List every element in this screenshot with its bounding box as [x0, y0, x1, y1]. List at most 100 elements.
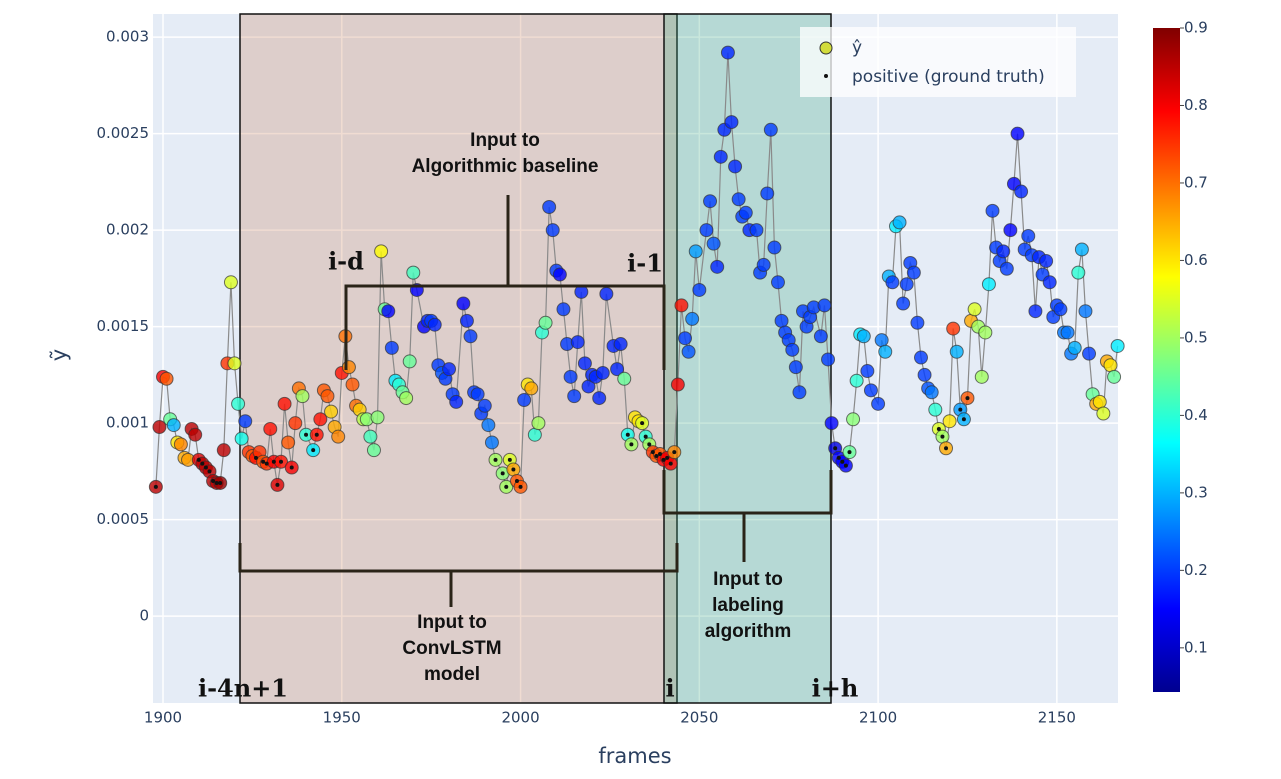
point — [1039, 254, 1054, 269]
annotation: Input to — [713, 569, 783, 590]
positive-point — [944, 446, 949, 451]
point — [1078, 304, 1093, 319]
x-tick-label: 2100 — [859, 709, 897, 727]
bracket — [344, 195, 666, 370]
point — [985, 203, 1000, 218]
positive-point — [668, 461, 673, 466]
positive-point — [261, 459, 266, 464]
point — [713, 149, 728, 164]
point — [1014, 184, 1029, 199]
point — [1074, 242, 1089, 257]
point — [1082, 346, 1097, 361]
positive-point — [672, 450, 677, 455]
point — [173, 437, 188, 452]
point — [542, 199, 557, 214]
point — [263, 421, 278, 436]
point — [1107, 369, 1122, 384]
index-label: i-1 — [627, 249, 663, 278]
positive-point — [211, 479, 216, 484]
positive-point — [958, 407, 963, 412]
point — [821, 352, 836, 367]
point — [517, 392, 532, 407]
point — [331, 429, 346, 444]
point — [1003, 223, 1018, 238]
colorbar-tick-label: 0.7 — [1184, 173, 1208, 191]
point — [470, 387, 485, 402]
positive-point — [214, 480, 219, 485]
positive-point — [843, 463, 848, 468]
point — [892, 215, 907, 230]
point — [1103, 358, 1118, 373]
positive-point — [643, 434, 648, 439]
positive-point — [847, 450, 852, 455]
positive-point — [840, 459, 845, 464]
point — [906, 265, 921, 280]
positive-point — [640, 421, 645, 426]
point — [871, 396, 886, 411]
point — [967, 302, 982, 317]
colorbar — [1153, 28, 1180, 692]
y-tick-label: 0.002 — [106, 221, 149, 239]
point — [1110, 338, 1125, 353]
point — [706, 236, 721, 251]
point — [531, 416, 546, 431]
index-label: i-4n+1 — [198, 674, 288, 703]
positive-point — [661, 457, 666, 462]
point — [910, 315, 925, 330]
positive-point — [833, 446, 838, 451]
point — [856, 329, 871, 344]
colorbar-ticks: 0.1 0.2 0.3 0.4 0.5 0.6 0.7 0.8 0.9 — [1180, 19, 1208, 656]
point — [899, 277, 914, 292]
point — [449, 394, 464, 409]
convlstm-region — [239, 13, 678, 704]
point — [1021, 228, 1036, 243]
point — [874, 333, 889, 348]
legend-label: positive (ground truth) — [852, 67, 1045, 87]
bracket — [238, 543, 679, 607]
positive-point — [314, 432, 319, 437]
point — [320, 389, 335, 404]
positive-point — [203, 465, 208, 470]
point — [999, 261, 1014, 276]
positive-point — [289, 465, 294, 470]
point — [770, 275, 785, 290]
positive-point — [629, 442, 634, 447]
positive-point — [511, 467, 516, 472]
point — [699, 223, 714, 238]
point — [188, 427, 203, 442]
positive-point — [500, 471, 505, 476]
point — [399, 391, 414, 406]
point — [563, 369, 578, 384]
annotation: algorithm — [705, 621, 792, 642]
point — [703, 194, 718, 209]
index-label: i-d — [328, 247, 364, 276]
point — [913, 350, 928, 365]
point — [720, 45, 735, 60]
point — [1067, 340, 1082, 355]
point — [792, 385, 807, 400]
point — [238, 414, 253, 429]
point — [928, 402, 943, 417]
point — [724, 115, 739, 130]
point — [234, 431, 249, 446]
point — [710, 259, 725, 274]
y-tick-label: 0.0015 — [97, 317, 150, 335]
point — [924, 385, 939, 400]
point — [281, 435, 296, 450]
point — [817, 298, 832, 313]
point — [384, 340, 399, 355]
point — [610, 362, 625, 377]
y-axis-title: ỹ — [47, 349, 71, 361]
point — [756, 257, 771, 272]
point — [288, 416, 303, 431]
y-tick-label: 0 — [139, 607, 149, 625]
positive-point — [654, 453, 659, 458]
point — [896, 296, 911, 311]
colorbar-tick-label: 0.1 — [1184, 638, 1208, 656]
point — [692, 282, 707, 297]
point — [788, 360, 803, 375]
point — [599, 286, 614, 301]
point — [313, 412, 328, 427]
y-tick-label: 0.001 — [106, 414, 149, 432]
point — [617, 371, 632, 386]
